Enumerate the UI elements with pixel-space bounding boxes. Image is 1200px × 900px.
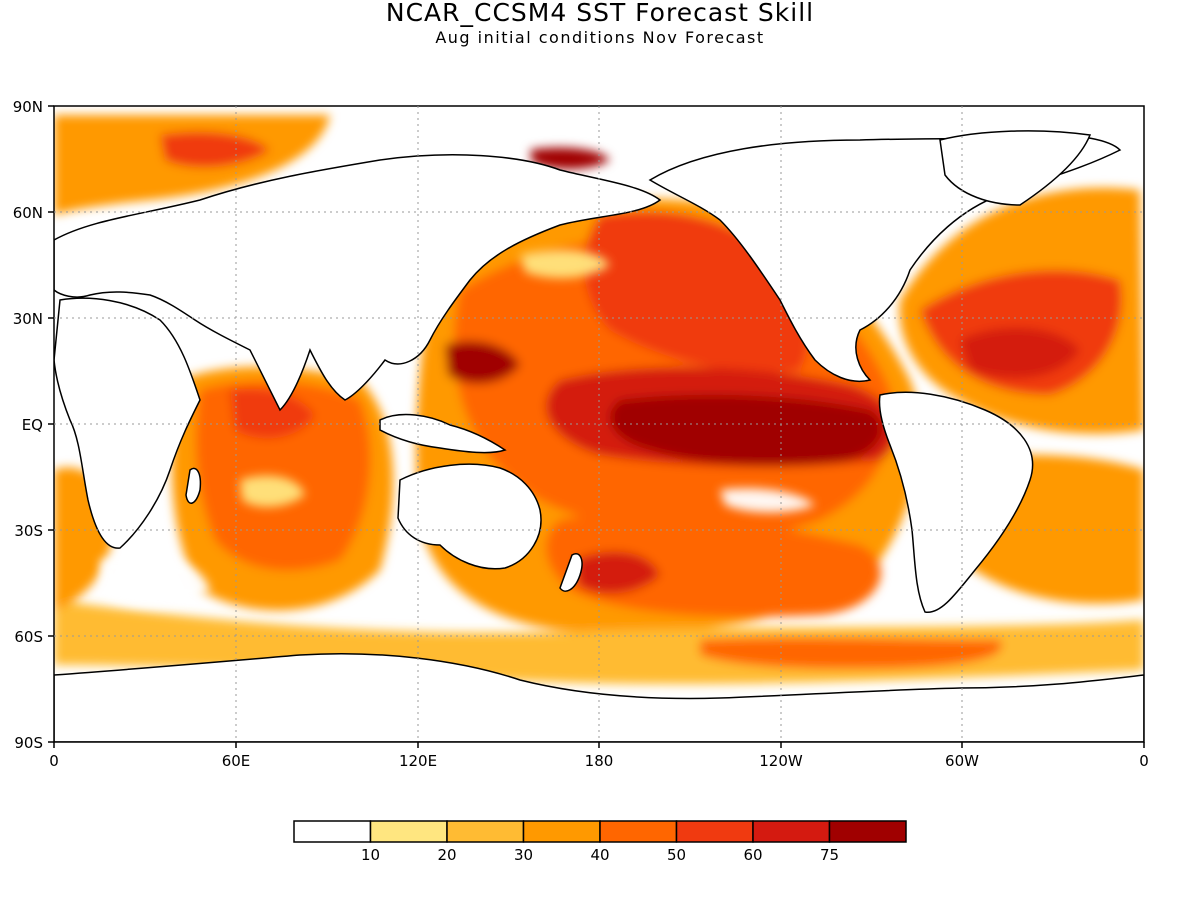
madagascar-land <box>185 467 202 504</box>
lon-label-60E: 60E <box>222 752 251 770</box>
colorbar-label: 40 <box>590 846 609 864</box>
colorbar-swatch <box>675 820 754 843</box>
lat-label-30S: 30S <box>14 522 43 540</box>
chart-title: NCAR_CCSM4 SST Forecast Skill <box>385 0 815 27</box>
lon-label-120W: 120W <box>759 752 803 770</box>
colorbar-label: 30 <box>514 846 533 864</box>
low-skill-patch-south-indian <box>100 556 210 606</box>
graticule <box>54 106 1144 742</box>
colorbar-label: 75 <box>820 846 839 864</box>
low-skill-patch-north-pacific <box>520 249 610 279</box>
colorbar-swatch <box>599 820 678 843</box>
lat-tick-labels: 90N 60N 30N EQ 30S 60S 90S <box>13 98 43 752</box>
colorbar-label: 60 <box>743 846 762 864</box>
south-america-land <box>878 391 1034 613</box>
antarctica-land <box>54 653 1144 742</box>
colorbar-swatch <box>446 820 525 843</box>
colorbar-swatch <box>293 820 372 843</box>
eurasia-land <box>54 154 662 412</box>
greenland-land <box>939 130 1092 206</box>
colorbar-label: 50 <box>667 846 686 864</box>
colorbar-swatch <box>828 820 907 843</box>
australia-land <box>397 463 542 570</box>
nino-skill-75 <box>610 394 883 466</box>
colorbar: 10 20 30 40 50 60 75 <box>293 820 907 864</box>
lon-label-60W: 60W <box>945 752 979 770</box>
colorbar-swatch <box>369 820 448 843</box>
north-atlantic-skill-75 <box>960 327 1080 379</box>
low-skill-patch-indian <box>240 475 305 507</box>
lon-label-0-east: 0 <box>1139 752 1149 770</box>
lon-label-180: 180 <box>585 752 614 770</box>
colorbar-swatch <box>752 820 831 843</box>
bering-skill-75 <box>530 147 610 170</box>
lat-label-90S: 90S <box>14 734 43 752</box>
lat-label-90N: 90N <box>13 98 43 116</box>
africa-land <box>54 297 201 549</box>
north-america-land <box>648 134 1122 382</box>
indonesia-land <box>379 413 507 454</box>
colorbar-label: 10 <box>361 846 380 864</box>
indian-skill-60 <box>230 388 315 439</box>
tasman-skill-75 <box>575 551 660 594</box>
colorbar-swatch <box>522 820 601 843</box>
arctic-skill-60 <box>160 131 270 168</box>
lon-tick-labels: 0 60E 120E 180 120W 60W 0 <box>49 752 1149 770</box>
southern-ocean-skill-50 <box>700 637 1002 669</box>
axis-ticks <box>48 105 1145 748</box>
lat-label-60S: 60S <box>14 628 43 646</box>
lon-label-120E: 120E <box>399 752 437 770</box>
new-zealand-land <box>559 553 583 592</box>
west-pacific-skill-75 <box>445 341 520 384</box>
lat-label-EQ: EQ <box>22 416 43 434</box>
low-skill-patch-south-pacific <box>720 488 815 513</box>
colorbar-label: 20 <box>437 846 456 864</box>
land-masses <box>54 130 1144 742</box>
lon-label-0: 0 <box>49 752 59 770</box>
lat-label-60N: 60N <box>13 204 43 222</box>
chart-subtitle: Aug initial conditions Nov Forecast <box>435 28 765 47</box>
lat-label-30N: 30N <box>13 310 43 328</box>
